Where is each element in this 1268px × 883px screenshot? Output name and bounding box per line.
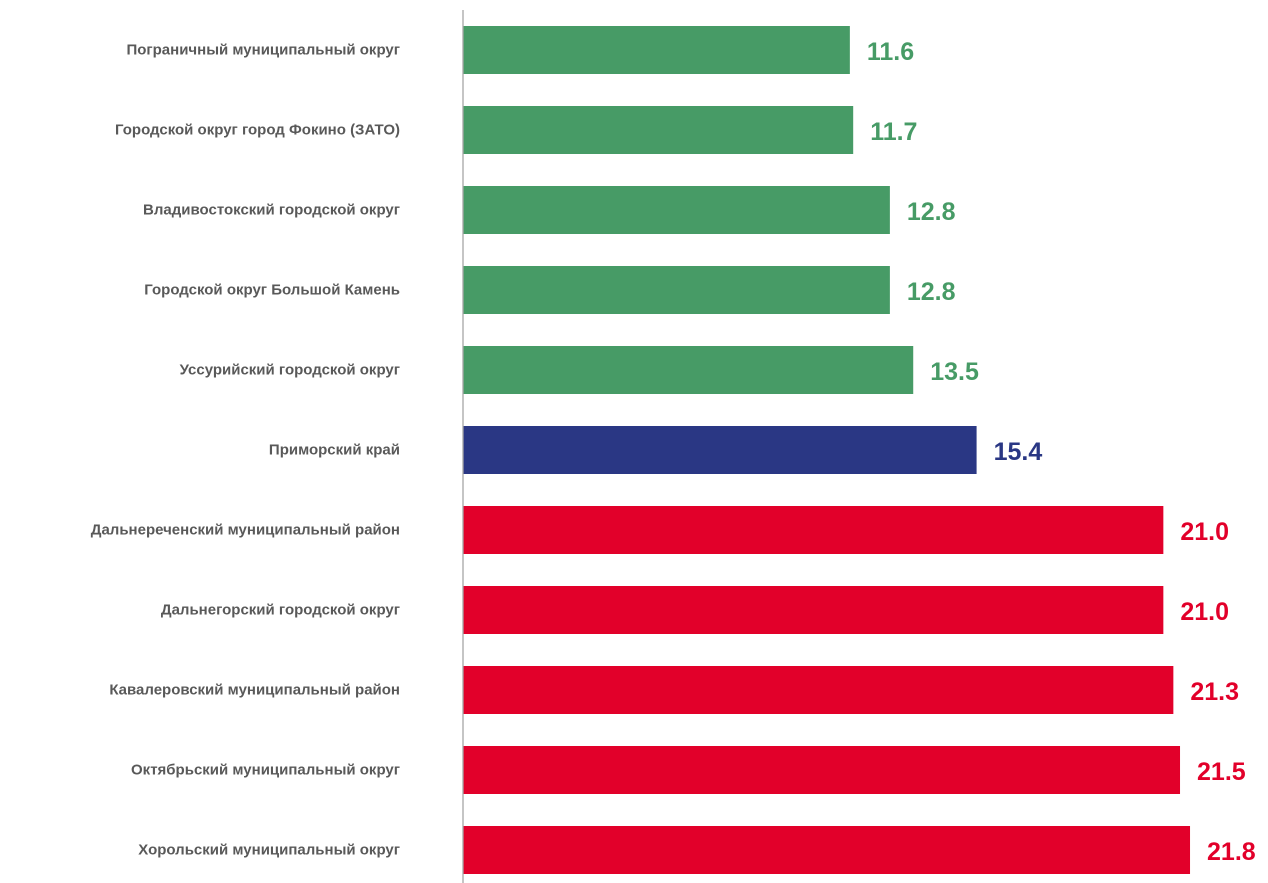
- value-labels: 11.6 11.7 12.8 12.8 13.5 15.4 21.0 21.0 21.3 21.5…: [867, 38, 1256, 866]
- value-label: 12.8: [907, 278, 956, 306]
- value-label: 21.3: [1190, 678, 1239, 706]
- category-label: Пограничный муниципальный округ: [126, 42, 400, 59]
- bars-layer: [463, 26, 1191, 874]
- category-label: Городской округ город Фокино (ЗАТО): [115, 122, 400, 139]
- bar: [463, 106, 854, 154]
- bar: [463, 666, 1174, 714]
- bar: [463, 586, 1164, 634]
- bar: [463, 746, 1181, 794]
- category-label: Октябрьский муниципальный округ: [131, 762, 400, 779]
- value-label: 21.0: [1180, 598, 1229, 626]
- category-label: Кавалеровский муниципальный район: [109, 682, 400, 699]
- bar: [463, 186, 890, 234]
- value-label: 21.5: [1197, 758, 1246, 786]
- category-label: Владивостокский городской округ: [143, 202, 400, 219]
- category-label: Приморский край: [269, 442, 400, 459]
- value-label: 15.4: [994, 438, 1043, 466]
- category-label: Уссурийский городской округ: [180, 362, 400, 379]
- value-label: 21.8: [1207, 838, 1256, 866]
- category-labels: Пограничный муниципальный округ Городской…: [91, 42, 400, 859]
- value-label: 11.6: [867, 38, 914, 66]
- value-label: 12.8: [907, 198, 956, 226]
- bar: [463, 426, 977, 474]
- bar: [463, 346, 914, 394]
- value-label: 11.7: [870, 118, 917, 146]
- value-label: 21.0: [1180, 518, 1229, 546]
- bar: [463, 506, 1164, 554]
- bar: [463, 26, 850, 74]
- bar: [463, 826, 1191, 874]
- bar: [463, 266, 890, 314]
- category-label: Городской округ Большой Камень: [144, 282, 400, 299]
- category-label: Дальнегорский городской округ: [161, 602, 400, 619]
- category-label: Дальнереченский муниципальный район: [91, 522, 400, 539]
- category-label: Хорольский муниципальный округ: [138, 842, 400, 859]
- value-label: 13.5: [930, 358, 979, 386]
